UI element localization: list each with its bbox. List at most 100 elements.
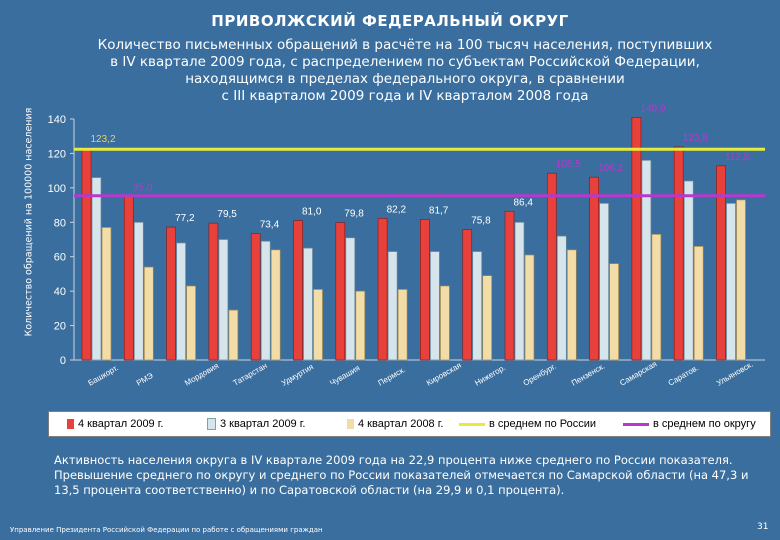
bar-series2 — [218, 239, 229, 361]
x-category-label: Саратов. — [667, 363, 701, 388]
bar-series1 — [377, 218, 388, 361]
bar-value-label: 81,7 — [429, 205, 449, 216]
x-category-label: Башкорт. — [87, 363, 120, 388]
bar-series1 — [166, 226, 176, 361]
x-category-label: РМЭ — [135, 371, 155, 388]
bar-value-label: 79,8 — [344, 209, 364, 220]
bar-series3 — [524, 254, 535, 361]
bar-series1 — [673, 146, 684, 361]
y-tick-label: 140 — [48, 114, 66, 126]
bar-series2 — [133, 221, 144, 361]
bar-series1 — [123, 196, 134, 361]
bar-series3 — [397, 289, 408, 361]
bar-series1 — [504, 210, 515, 361]
y-tick-label: 100 — [48, 183, 66, 195]
bar-series3 — [693, 246, 704, 361]
y-tick-label: 80 — [54, 217, 66, 229]
bar-value-label: 81,0 — [302, 207, 322, 218]
legend-swatch-q4-2009 — [67, 419, 74, 429]
bar-value-label: 82,2 — [387, 204, 407, 215]
bar-series2 — [556, 235, 567, 361]
legend-russia-avg: в среднем по России — [459, 418, 596, 430]
bar-series3 — [186, 285, 196, 361]
bar-value-label: 86,4 — [514, 197, 534, 208]
legend-swatch-q3-2009 — [207, 418, 216, 430]
bar-value-label: 75,8 — [471, 216, 491, 227]
y-tick-label: 0 — [60, 355, 66, 367]
bar-series1 — [462, 229, 473, 361]
bar-series3 — [736, 199, 746, 361]
x-category-label: Нижегор. — [473, 363, 507, 388]
bar-series1 — [335, 222, 346, 361]
organization-footer: Управление Президента Российской Федерац… — [10, 526, 323, 534]
x-category-label: Кировская — [425, 361, 463, 388]
bar-value-label: 108,5 — [556, 159, 581, 170]
bar-series3 — [313, 289, 323, 361]
bar-series3 — [355, 290, 366, 361]
bar-series2 — [176, 242, 186, 361]
bar-series1 — [631, 117, 642, 361]
legend-label-q4-2008: 4 квартал 2008 г. — [358, 418, 444, 430]
bar-series2 — [514, 221, 525, 361]
chart-subtitle: Количество письменных обращений в расчёт… — [97, 37, 713, 104]
bar-series2 — [345, 237, 356, 361]
bar-series3 — [228, 309, 239, 361]
y-tick-label: 40 — [54, 286, 66, 298]
bar-series1 — [546, 172, 557, 361]
bar-value-label: 79,5 — [217, 209, 237, 220]
x-category-label: Ульяновск. — [715, 360, 755, 388]
legend-q3-2009: 3 квартал 2009 г. — [207, 418, 305, 430]
bar-series3 — [566, 249, 577, 361]
bar-series2 — [599, 203, 609, 361]
bar-series2 — [303, 247, 313, 361]
bar-value-label: 106,2 — [598, 163, 623, 174]
bar-series3 — [651, 233, 662, 361]
bar-value-label: 123,8 — [683, 133, 708, 144]
bar-series1 — [208, 222, 219, 361]
bar-series2 — [472, 251, 483, 361]
bar-value-label: 95,0 — [133, 182, 153, 193]
bar-series2 — [683, 180, 694, 361]
x-category-label: Пермск. — [377, 365, 407, 388]
page-title: ПРИВОЛЖСКИЙ ФЕДЕРАЛЬНЫЙ ОКРУГ — [211, 12, 569, 30]
bar-value-label: 123,2 — [91, 134, 116, 145]
bar-series2 — [641, 159, 652, 361]
y-tick-label: 120 — [48, 148, 66, 160]
bar-value-label: 73,4 — [260, 220, 280, 231]
bar-series3 — [440, 285, 450, 361]
legend-label-russia-avg: в среднем по России — [489, 418, 597, 430]
bar-value-label: 77,2 — [175, 213, 195, 224]
bar-series2 — [91, 177, 102, 361]
legend-district-avg: в среднем по округу — [623, 418, 756, 430]
bar-series3 — [270, 249, 281, 361]
legend-swatch-district-avg — [623, 422, 649, 426]
bar-series1 — [293, 220, 303, 361]
bar-value-label: 112,8 — [725, 152, 750, 163]
y-tick-label: 20 — [54, 321, 66, 333]
bar-series1 — [589, 176, 599, 361]
bar-value-label: 140,9 — [640, 103, 665, 114]
chart-legend: 4 квартал 2009 г. 3 квартал 2009 г. 4 кв… — [48, 411, 771, 437]
legend-label-q4-2009: 4 квартал 2009 г. — [78, 418, 164, 430]
bar-series3 — [482, 275, 493, 361]
x-category-label: Удмуртия — [280, 362, 315, 387]
page-number: 31 — [757, 522, 769, 532]
legend-label-district-avg: в среднем по округу — [653, 418, 756, 430]
legend-label-q3-2009: 3 квартал 2009 г. — [220, 418, 306, 430]
bar-series3 — [143, 266, 154, 361]
legend-q4-2008: 4 квартал 2008 г. — [347, 418, 443, 430]
x-category-label: Чувашия — [328, 363, 361, 387]
legend-q4-2009: 4 квартал 2009 г. — [67, 418, 163, 430]
bar-series2 — [726, 203, 736, 361]
bar-series1 — [420, 219, 430, 361]
legend-swatch-russia-avg — [459, 422, 485, 426]
bar-series1 — [81, 147, 92, 361]
x-category-label: Татарстан — [232, 361, 269, 388]
legend-swatch-q4-2008 — [347, 419, 354, 429]
y-tick-label: 60 — [54, 252, 66, 264]
x-category-label: Оренбург. — [522, 362, 558, 388]
commentary-text: Активность населения округа в IV квартал… — [54, 453, 749, 497]
bar-series2 — [260, 240, 271, 361]
bar-series3 — [609, 263, 619, 361]
